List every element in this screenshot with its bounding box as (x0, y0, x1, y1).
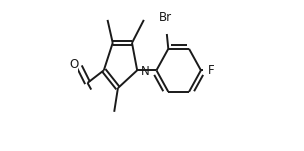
Text: O: O (69, 58, 79, 71)
Text: N: N (140, 65, 149, 78)
Text: F: F (208, 64, 215, 77)
Text: Br: Br (159, 11, 172, 24)
